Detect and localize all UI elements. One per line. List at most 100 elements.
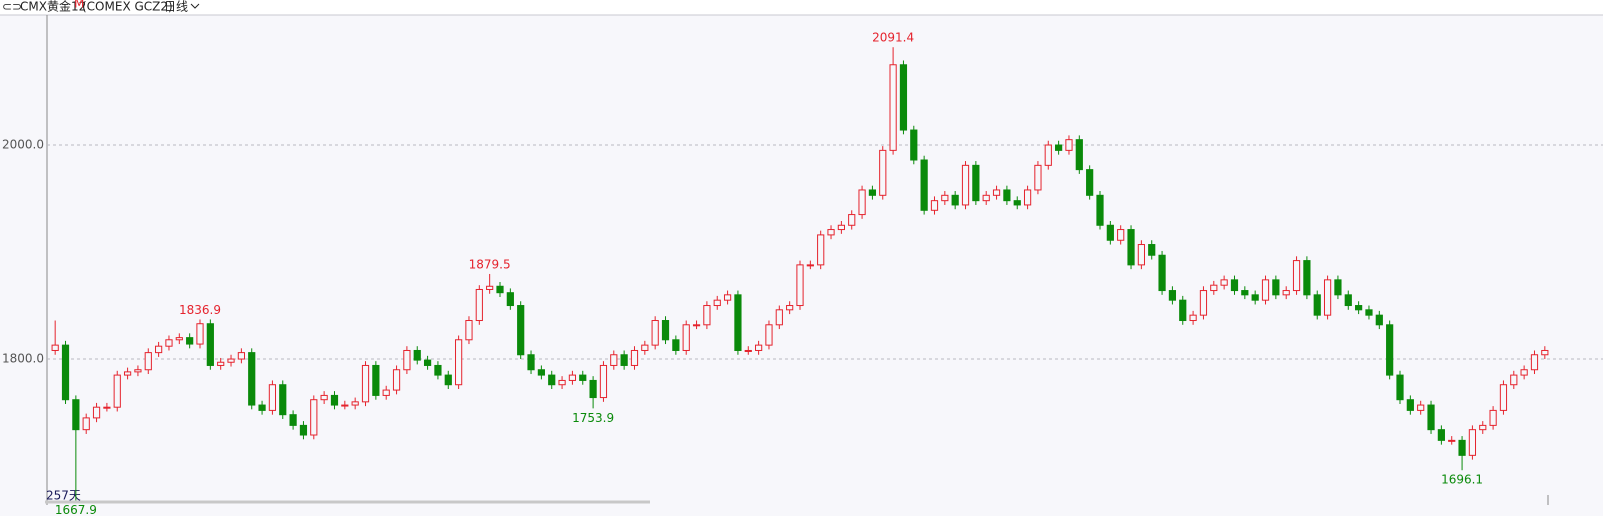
candle-body [889,64,897,151]
candle-body [268,384,277,411]
candle-body [1086,169,1094,196]
candle-body [941,194,949,202]
candle-body [744,349,752,352]
candle-body [930,200,939,211]
high-label: 1836.9 [179,303,221,317]
candle-body [1323,279,1332,316]
low-label: 1753.9 [572,411,614,425]
candle-body [1386,324,1394,376]
candle-body [527,354,535,371]
candle-body [1189,314,1197,322]
code: (COMEX GCZ2) [82,0,173,14]
candle-body [951,194,959,206]
candle-body [1427,404,1435,431]
candle-body [1344,294,1352,307]
candle-body [1241,290,1249,296]
candle-body [1179,299,1187,322]
candle-body [1220,279,1228,286]
candle-body [1148,244,1156,256]
candle-body [1137,244,1145,266]
candle-body [1230,279,1239,292]
candle-body [1106,224,1114,241]
candle-body [227,358,235,363]
candle-body [848,214,856,226]
candle-body [506,292,514,307]
candle-body [330,394,339,406]
candle-body [361,364,370,403]
candle-body [1272,279,1280,296]
candle-body [568,374,577,381]
candle-body [1096,194,1104,226]
candle-body [1355,305,1363,311]
candle-body [920,159,928,211]
candle-body [651,320,659,346]
candle-body [1530,354,1539,371]
candle-body [144,352,152,371]
candle-body [1292,260,1301,292]
candle-body [806,264,814,267]
period-dropdown[interactable] [190,3,200,9]
candle-body [51,344,59,351]
candle-body [620,354,628,366]
header-bar [0,0,1603,15]
candle-body [837,224,845,231]
high-label: 1879.5 [469,257,511,271]
candle-body [72,399,80,431]
candle-body [1065,139,1073,151]
candle-body [155,345,163,354]
candle-body [703,305,711,326]
candle-body [1448,439,1456,442]
candle-body [548,374,556,386]
candle-body [113,374,121,408]
candle-body [248,352,256,406]
candle-body [341,404,349,407]
candle-body [289,414,297,426]
candle-body [610,354,618,366]
candle-body [1520,369,1528,376]
candle-body [92,406,101,419]
candle-body [765,324,773,346]
candle-body [1406,399,1414,411]
candle-body [641,344,649,351]
candle-body [475,288,483,322]
candle-body [1117,229,1125,241]
candle-body [1034,164,1042,191]
low-label: 1667.9 [55,503,97,516]
candle-body [392,369,401,391]
candle-body [299,424,308,436]
candle-body [237,352,245,360]
candle-body [1375,314,1383,326]
candle-body [713,299,721,307]
candle-body [879,149,887,196]
candle-body [279,384,287,416]
candle-body [1210,284,1218,292]
candle-body [206,323,214,366]
candle-body [1417,404,1425,411]
candle-body [786,305,794,311]
candle-body [455,339,463,386]
candle-body [817,234,825,266]
candle-body [1489,409,1497,426]
candle-body [382,389,390,396]
candle-body [372,364,380,396]
candle-body [1003,189,1011,202]
candle-body [196,323,204,345]
period[interactable]: 日线 [164,0,188,14]
day-count: 257天 [46,489,81,503]
candle-body [310,399,318,436]
candle-body [1396,374,1404,401]
candle-body [434,364,442,376]
candle-body [1013,200,1021,206]
candle-body [217,361,225,366]
candle-body [1055,144,1063,151]
candle-body [1303,260,1311,296]
candle-body [692,324,701,327]
candle-body [755,344,763,351]
candle-body [258,404,266,411]
candle-body [61,344,70,401]
candle-body [1334,279,1342,296]
candle-body [1365,309,1373,316]
candle-body [103,406,111,409]
candle-body [186,337,194,345]
